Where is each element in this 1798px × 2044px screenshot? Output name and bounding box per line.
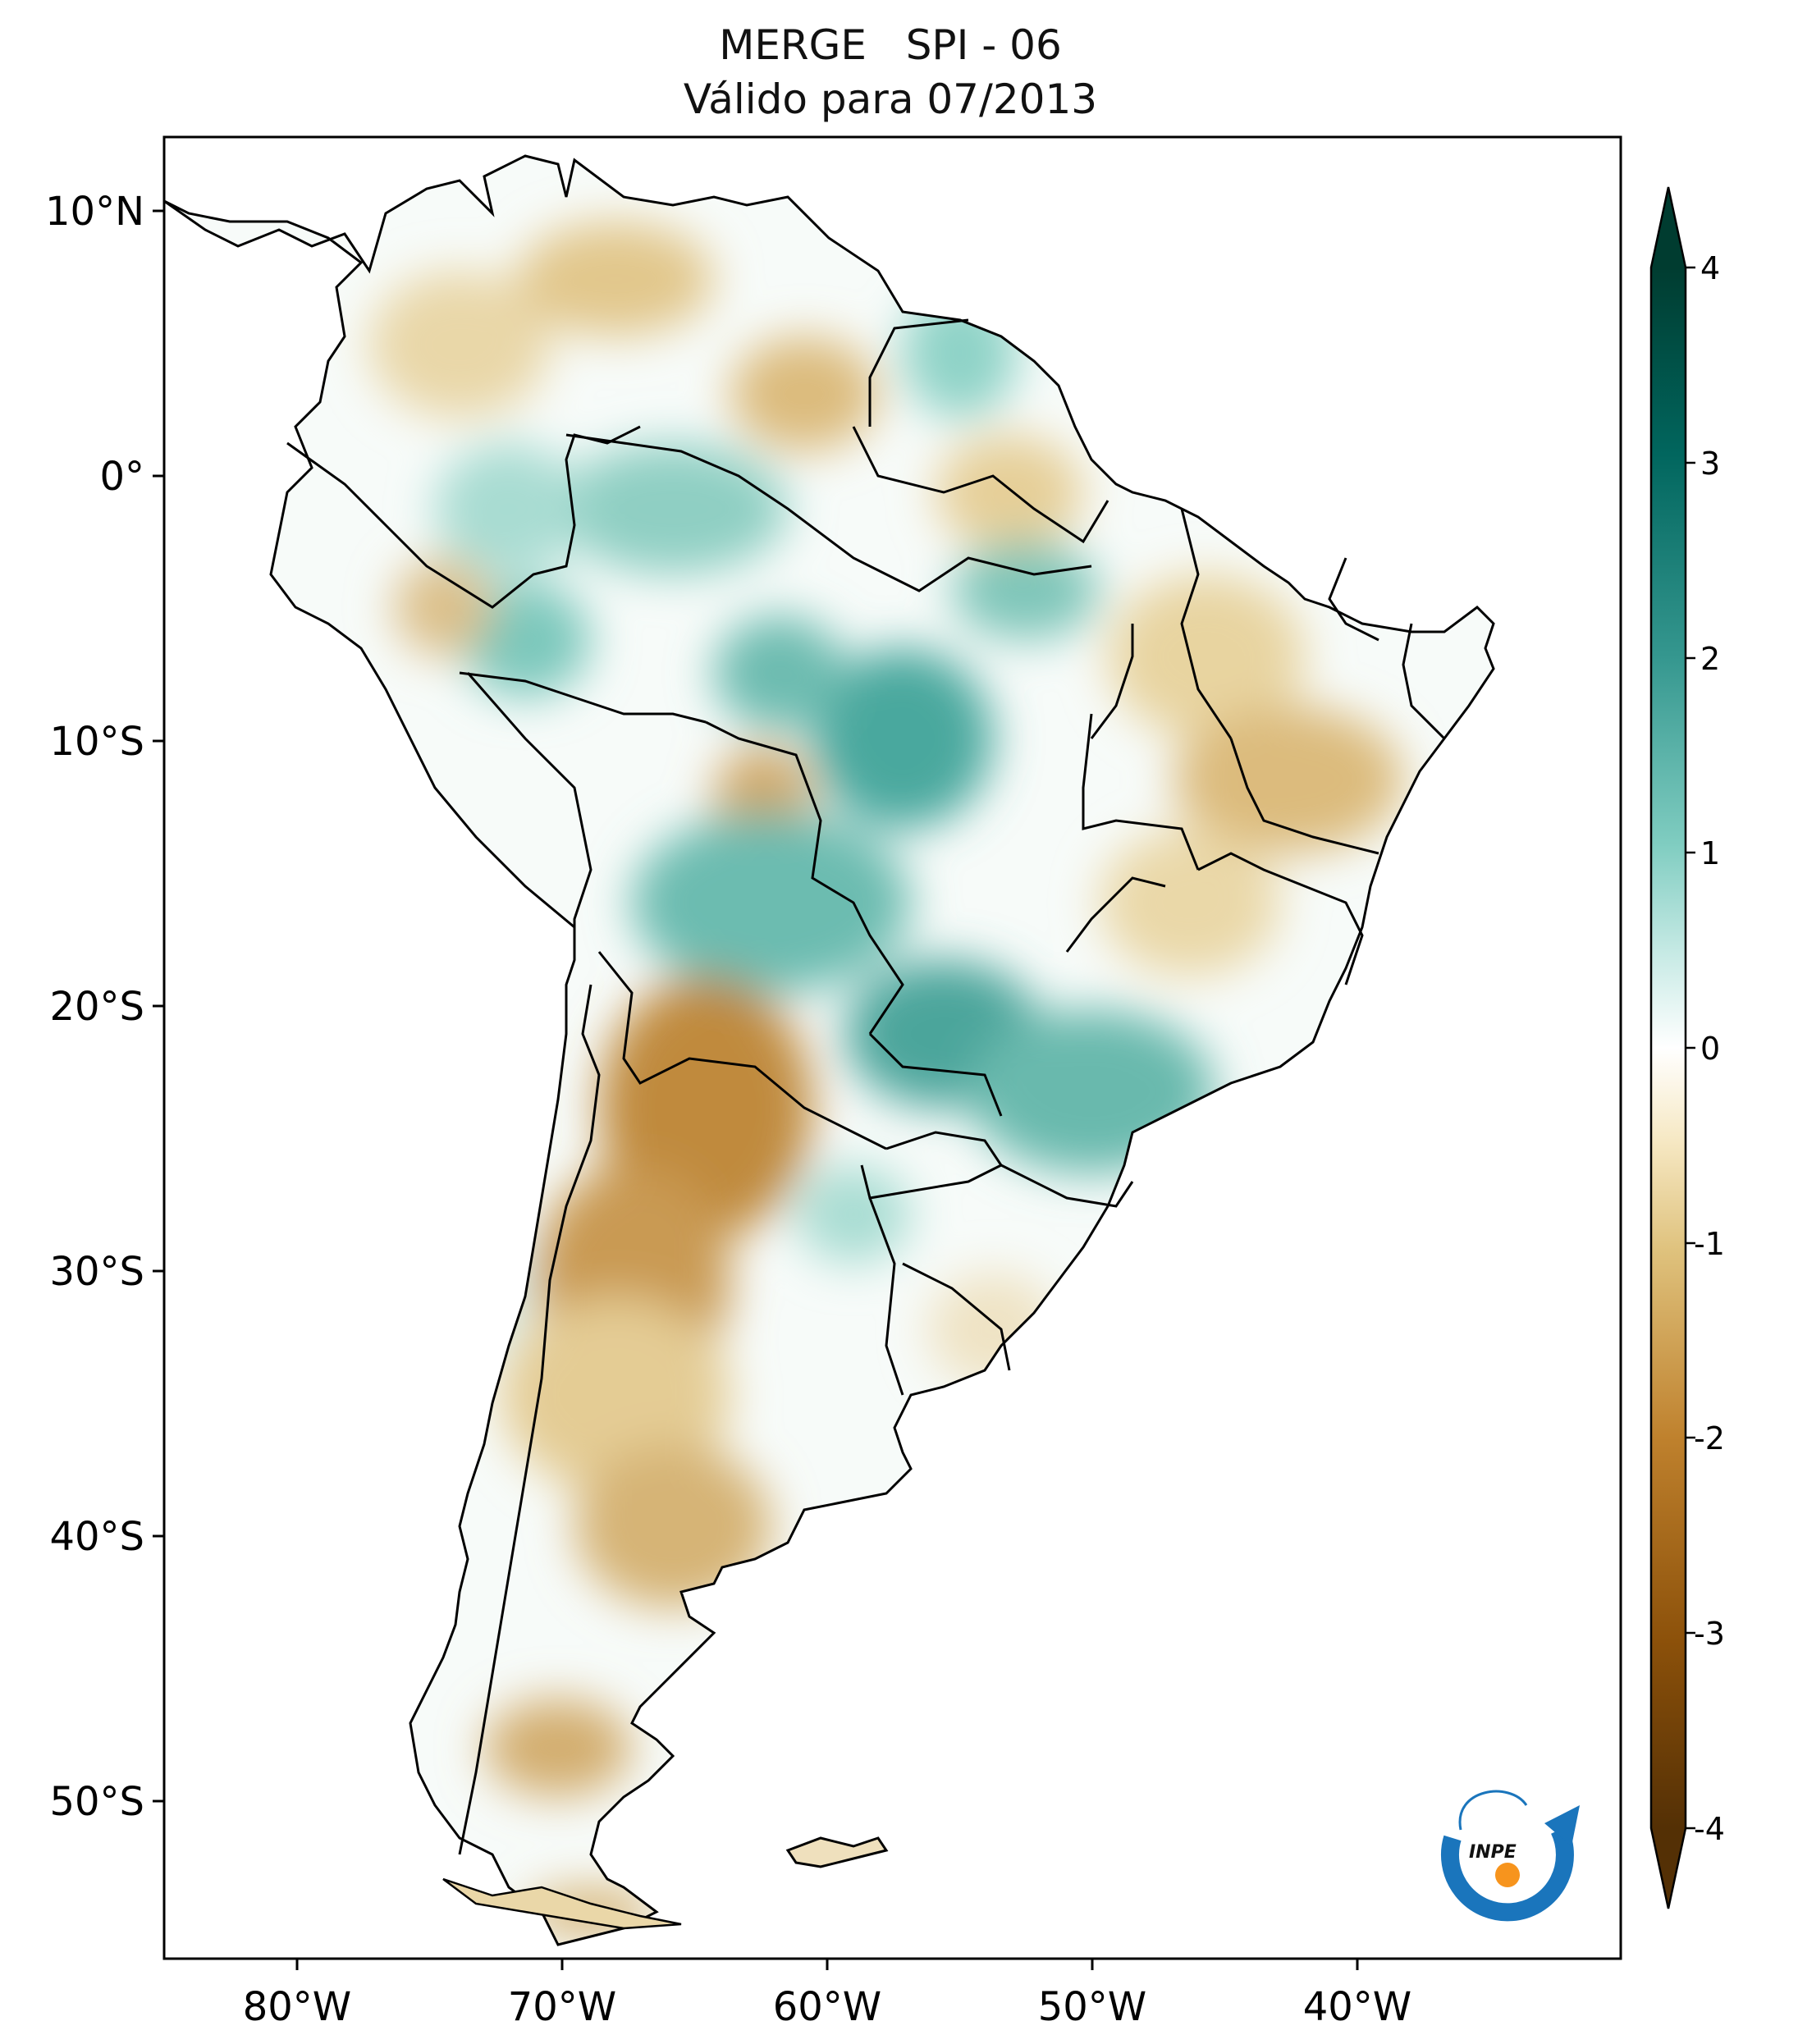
cbar-label-neg4: -4	[1694, 1811, 1725, 1847]
country-borders	[286, 318, 1446, 1855]
lon-label-50w: 50°W	[1038, 1984, 1147, 2030]
logo-dot	[1495, 1863, 1520, 1887]
lat-label-20s: 20°S	[49, 984, 144, 1030]
logo-orbit	[1458, 1790, 1528, 1831]
map-title: MERGE SPI - 06 Válido para 07/2013	[164, 18, 1617, 126]
cbar-label-neg1: -1	[1694, 1226, 1725, 1262]
falkland-islands	[785, 1836, 889, 1868]
lat-label-30s: 30°S	[49, 1249, 144, 1295]
lon-label-60w: 60°W	[773, 1984, 882, 2030]
lat-label-50s: 50°S	[49, 1779, 144, 1825]
colorbar-max-arrow	[1651, 187, 1686, 268]
colorbar-body	[1651, 268, 1686, 1828]
cbar-label-3: 3	[1700, 446, 1720, 482]
tierra-del-fuego	[442, 1877, 682, 1930]
logo-text: INPE	[1469, 1842, 1517, 1863]
colorbar: 4 3 2 1 0 -1 -2 -3 -4	[1649, 186, 1725, 1909]
lon-label-70w: 70°W	[508, 1984, 617, 2030]
logo-arrow	[1544, 1805, 1580, 1846]
cbar-label-4: 4	[1700, 250, 1720, 286]
lat-label-40s: 40°S	[49, 1514, 144, 1560]
lon-label-40w: 40°W	[1303, 1984, 1412, 2030]
logo-arc	[1440, 1826, 1574, 1922]
inpe-logo: INPE	[1440, 1790, 1580, 1922]
title-line-2: Válido para 07/2013	[683, 75, 1098, 123]
cbar-label-neg3: -3	[1694, 1616, 1725, 1652]
colorbar-min-arrow	[1651, 1828, 1686, 1909]
lat-label-0: 0°	[99, 454, 144, 500]
cbar-label-2: 2	[1700, 641, 1720, 677]
cbar-label-1: 1	[1700, 835, 1720, 871]
title-line-1: MERGE SPI - 06	[719, 21, 1062, 69]
lon-label-80w: 80°W	[243, 1984, 352, 2030]
latitude-axis: 10°N 0° 10°S 20°S 30°S 40°S 50°S	[45, 189, 164, 1825]
lat-label-10n: 10°N	[45, 189, 144, 235]
cbar-label-neg2: -2	[1694, 1420, 1725, 1456]
longitude-axis: 80°W 70°W 60°W 50°W 40°W	[243, 1959, 1412, 2030]
cbar-label-0: 0	[1700, 1031, 1720, 1067]
lat-label-10s: 10°S	[49, 719, 144, 765]
